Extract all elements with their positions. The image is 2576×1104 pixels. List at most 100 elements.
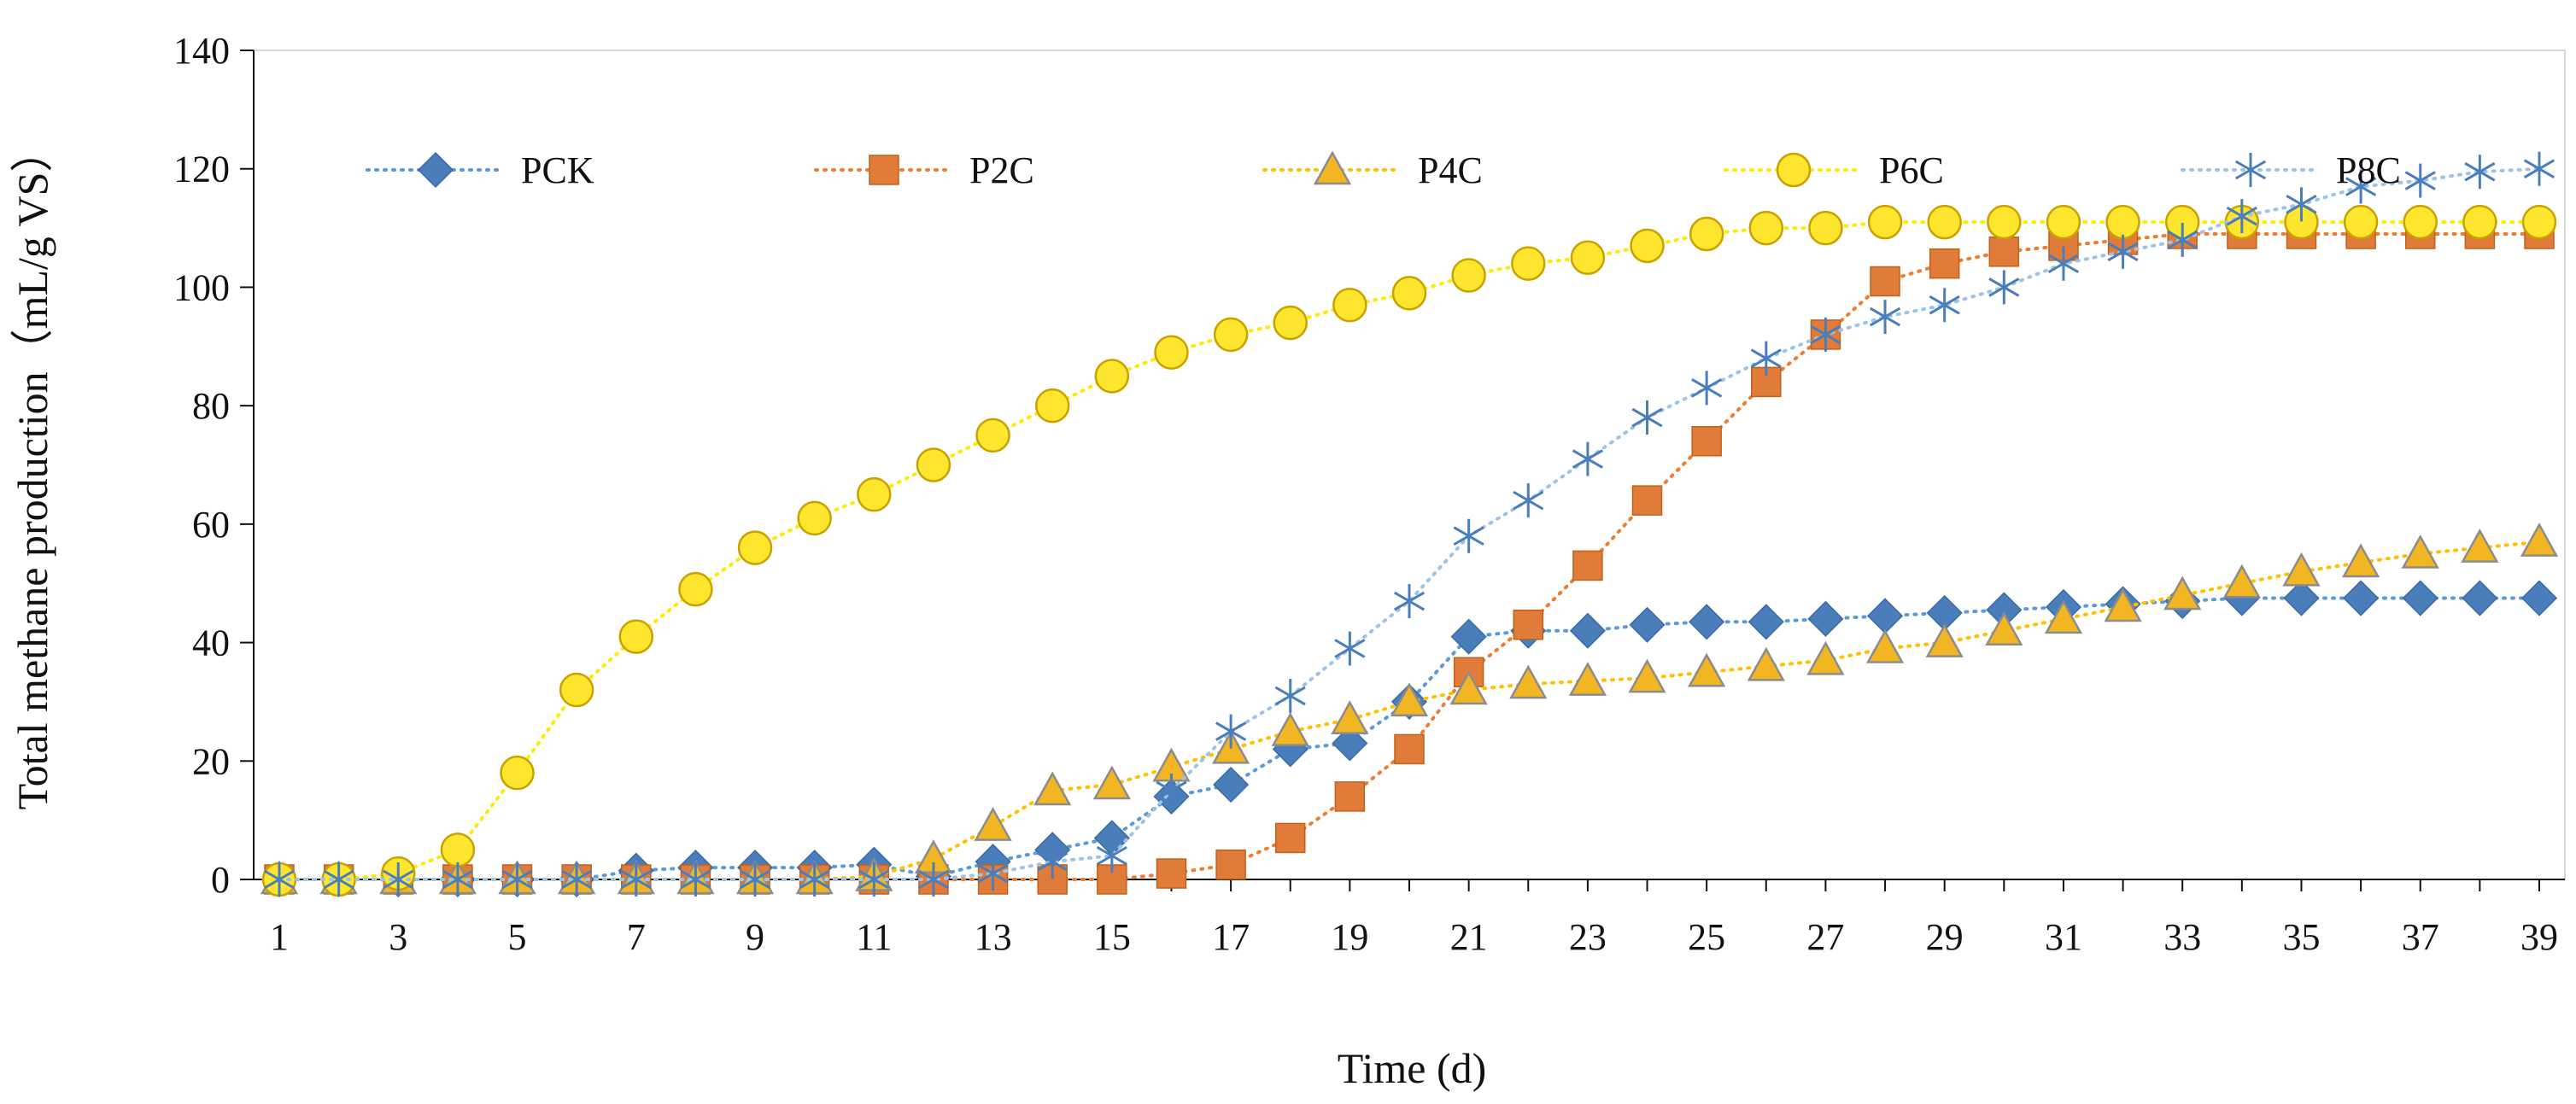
data-point [618,619,654,654]
x-tick-label: 27 [1806,916,1844,958]
star-stroke [1334,639,1366,658]
data-point [2046,204,2081,240]
data-point [1092,765,1131,800]
data-point [1332,287,1367,323]
data-point [2104,587,2142,622]
data-point [2343,580,2380,616]
data-point [1449,670,1488,705]
data-point [2282,552,2321,587]
data-point [383,862,414,897]
data-point [2402,580,2438,616]
data-point [1511,246,1546,281]
data-point [1629,606,1666,643]
star-stroke [2226,206,2257,226]
star-stroke [1929,295,1960,315]
data-point [1390,682,1429,717]
data-point [1987,204,2022,240]
data-point [1450,618,1487,655]
data-point [2404,163,2436,198]
data-point [1568,662,1607,696]
data-point [2521,204,2557,240]
star-stroke [1037,851,1068,872]
legend-label: P6C [1879,149,1944,191]
star-stroke [1215,721,1247,741]
data-point [440,832,476,867]
data-point [1037,844,1068,879]
data-point [857,476,892,512]
data-point [974,807,1012,841]
data-point [323,862,354,897]
x-tick-label: 15 [1093,916,1131,958]
star-stroke [2345,177,2377,196]
data-point [1569,612,1606,649]
y-tick-label: 120 [173,149,230,190]
data-point [501,862,533,897]
star-stroke [1513,490,1544,511]
star-stroke [680,869,711,890]
data-point [1332,725,1368,762]
data-point [1689,216,1724,252]
data-point [1094,359,1130,394]
data-point [1334,631,1366,666]
legend-label: P4C [1418,149,1483,191]
data-point [1215,849,1246,880]
data-point [1929,288,1960,323]
data-point [1810,317,1841,352]
data-point [1154,335,1189,370]
x-tick-label: 29 [1926,916,1964,958]
data-point [1213,766,1250,803]
x-tick-label: 23 [1569,916,1607,958]
data-point [2341,543,2380,578]
data-point [2462,580,2498,616]
data-point [1331,700,1369,734]
data-point [1570,240,1606,275]
data-point [2520,580,2558,616]
data-point [1869,300,1901,335]
star-stroke [1988,277,2020,297]
data-point [1215,714,1247,749]
x-tick-label: 3 [389,916,407,958]
star-stroke [1096,845,1127,866]
data-point [1513,483,1544,518]
star-stroke [1631,407,1663,428]
data-point [1806,640,1845,675]
star-stroke [1274,686,1306,706]
legend-marker [869,155,899,185]
legend-label: P2C [969,149,1034,191]
data-point [1808,210,1843,246]
data-point [1866,598,1904,634]
data-point [559,672,594,708]
series-layer [260,151,2559,898]
star-stroke [1393,591,1426,611]
data-point [2047,246,2080,281]
data-point [799,862,830,897]
data-point [1453,518,1484,553]
data-point [2226,199,2257,234]
data-point [2105,204,2140,240]
x-tick-label: 1 [270,916,289,958]
star-stroke [1810,324,1841,345]
data-point [2464,155,2496,190]
data-point [1156,858,1187,889]
data-point [1630,228,1665,264]
x-tick-label: 39 [2520,916,2558,958]
star-stroke [263,869,296,890]
data-point [1394,733,1425,765]
data-point [2286,187,2317,222]
legend-marker [2234,153,2267,187]
star-stroke [2167,230,2198,250]
star-stroke [620,869,652,890]
data-point [2461,529,2499,563]
star-stroke [501,869,533,890]
data-point [797,500,832,536]
data-point [1870,266,1900,297]
legend: PCK P2C P4C P6C P8C [366,149,2401,191]
y-tick-label: 0 [211,859,230,901]
y-tick-label: 80 [192,385,230,427]
star-stroke [1156,780,1187,801]
data-point [1034,388,1070,423]
data-point [620,862,652,897]
series-p4c [260,523,2559,895]
star-stroke [858,869,890,890]
data-point [858,862,890,897]
